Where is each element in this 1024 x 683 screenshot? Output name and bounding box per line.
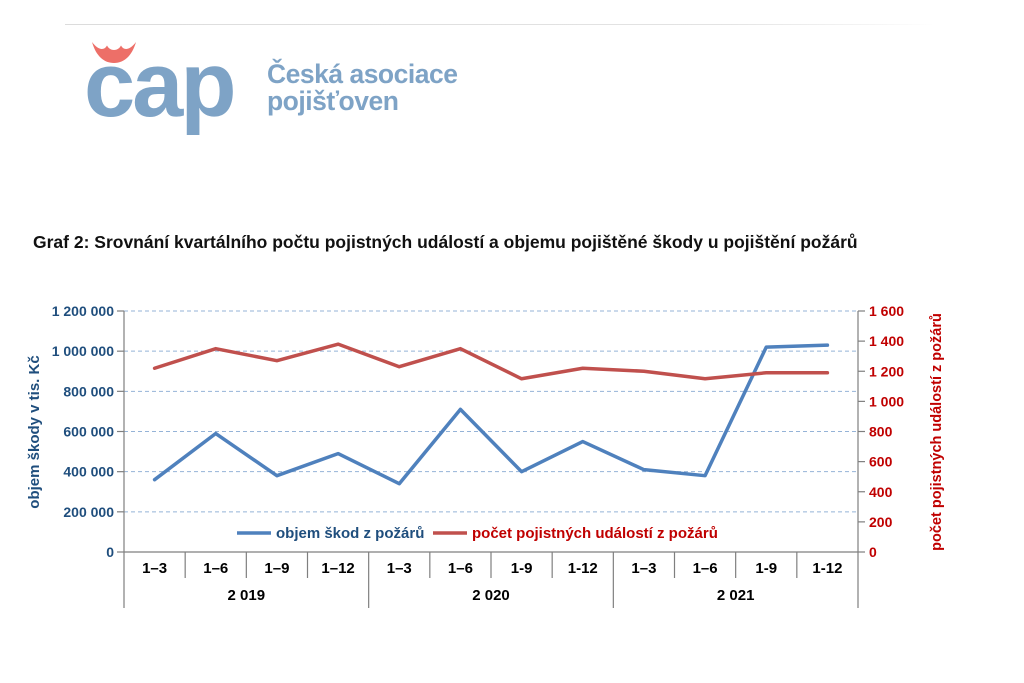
left-axis-tick-label: 200 000 xyxy=(63,504,114,520)
left-axis-title: objem škody v tis. Kč xyxy=(26,355,43,508)
chart-area: 0 200 000 400 000 600 000 800 000 1 000 000 1 … xyxy=(0,295,1024,625)
left-axis-tick-label: 0 xyxy=(106,544,114,560)
right-axis-tick-label: 200 xyxy=(869,514,893,530)
right-axis-tick-label: 0 xyxy=(869,544,877,560)
x-axis-quarter-label: 1-12 xyxy=(812,560,842,577)
left-axis-tick-label: 800 000 xyxy=(63,383,114,399)
legend-label-1: počet pojistných událostí z požárů xyxy=(472,525,718,542)
x-axis-year-label: 2 021 xyxy=(717,587,755,604)
series-line-1 xyxy=(152,342,830,381)
x-axis-quarter-label: 1-12 xyxy=(568,560,598,577)
right-axis-tick-label: 1 400 xyxy=(869,333,904,349)
left-axis-tick-label: 1 200 000 xyxy=(52,303,114,319)
x-axis-quarter-label: 1-9 xyxy=(755,560,777,577)
logo-org-name: Česká asociace pojišťoven xyxy=(267,59,458,117)
dual-axis-line-chart: 0 200 000 400 000 600 000 800 000 1 000 000 1 … xyxy=(26,303,945,608)
x-axis-quarter-label: 1–6 xyxy=(203,560,228,577)
x-axis-quarter-label: 1–6 xyxy=(448,560,473,577)
right-axis-tick-label: 1 600 xyxy=(869,303,904,319)
logo-org-line1: Česká asociace xyxy=(267,59,458,89)
logo-caron-crown-icon xyxy=(92,42,136,63)
left-axis-tick-label: 1 000 000 xyxy=(52,343,114,359)
x-axis-quarter-label: 1–9 xyxy=(264,560,289,577)
series-line-0 xyxy=(152,343,830,486)
right-axis-title: počet pojistných událostí z požárů xyxy=(929,313,945,551)
left-axis-tick-label: 400 000 xyxy=(63,464,114,480)
right-axis-tick-label: 400 xyxy=(869,484,893,500)
legend-label-0: objem škod z požárů xyxy=(276,525,424,542)
left-axis-tick-label: 600 000 xyxy=(63,424,114,440)
logo-org-line2: pojišťoven xyxy=(267,86,399,117)
right-axis-tick-label: 1 000 xyxy=(869,393,904,409)
right-axis-tick-label: 600 xyxy=(869,454,893,470)
x-axis-quarter-label: 1-9 xyxy=(511,560,533,577)
right-axis-tick-label: 1 200 xyxy=(869,363,904,379)
x-axis-quarter-label: 1–6 xyxy=(693,560,718,577)
x-axis-quarter-label: 1–3 xyxy=(142,560,167,577)
top-divider xyxy=(65,24,935,25)
x-axis-year-label: 2 019 xyxy=(228,587,266,604)
x-axis-quarter-label: 1–3 xyxy=(631,560,656,577)
logo-wordmark: cap xyxy=(84,34,237,136)
right-axis-tick-label: 800 xyxy=(869,424,893,440)
x-axis-quarter-label: 1–3 xyxy=(387,560,412,577)
chart-title: Graf 2: Srovnání kvartálního počtu pojis… xyxy=(33,232,858,252)
x-axis-year-label: 2 020 xyxy=(472,587,510,604)
x-axis-quarter-label: 1–12 xyxy=(321,560,354,577)
